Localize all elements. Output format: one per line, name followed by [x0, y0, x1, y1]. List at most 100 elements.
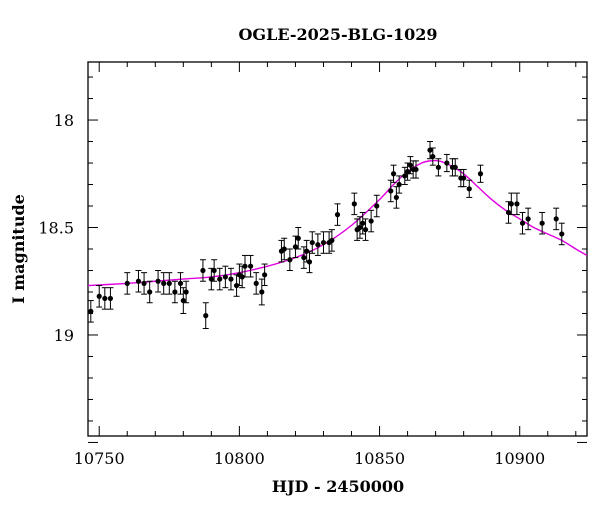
point-marker	[96, 293, 102, 299]
point-marker	[107, 295, 114, 302]
data-point	[146, 280, 153, 304]
data-point	[216, 267, 223, 291]
point-marker	[427, 147, 433, 153]
data-point	[356, 216, 363, 239]
point-marker	[242, 263, 248, 269]
point-marker	[357, 224, 363, 231]
data-point	[208, 267, 215, 291]
point-marker	[390, 171, 397, 177]
data-point	[295, 227, 302, 250]
data-point	[429, 147, 436, 166]
x-tick-label: 10900	[494, 449, 545, 468]
data-point	[183, 280, 190, 304]
data-point	[247, 254, 254, 278]
data-point	[211, 259, 218, 282]
x-tick-label: 10800	[214, 449, 265, 468]
data-point	[401, 166, 408, 186]
point-marker	[315, 242, 321, 248]
point-marker	[466, 186, 472, 192]
x-tick-label: 10850	[354, 449, 405, 468]
data-point	[171, 280, 178, 304]
point-marker	[435, 164, 442, 170]
x-axis-label: HJD - 2450000	[272, 477, 404, 496]
point-marker	[539, 220, 545, 226]
y-axis-label: I magnitude	[9, 194, 28, 304]
point-marker	[281, 246, 287, 252]
point-marker	[452, 164, 458, 170]
data-point	[373, 194, 380, 218]
point-marker	[183, 289, 189, 295]
chart-title: OGLE-2025-BLG-1029	[238, 25, 437, 44]
data-point	[505, 201, 512, 224]
data-point	[286, 248, 293, 271]
point-marker	[253, 280, 259, 286]
data-point	[300, 246, 307, 269]
point-marker	[141, 280, 147, 286]
data-point	[101, 287, 108, 310]
point-marker	[262, 272, 268, 278]
data-point	[306, 250, 313, 274]
point-marker	[161, 280, 167, 286]
point-marker	[287, 257, 293, 263]
data-points-layer	[87, 141, 565, 330]
point-marker	[155, 278, 161, 284]
point-marker	[124, 280, 130, 286]
data-point	[124, 272, 131, 295]
y-tick-label: 18	[54, 111, 74, 130]
data-point	[460, 168, 467, 188]
data-point	[309, 231, 316, 254]
point-marker	[461, 175, 467, 181]
point-marker	[396, 181, 402, 188]
point-marker	[444, 160, 450, 166]
point-marker	[559, 231, 565, 237]
point-marker	[374, 203, 380, 209]
point-marker	[430, 153, 436, 160]
point-marker	[388, 188, 394, 194]
data-point	[87, 300, 94, 323]
point-marker	[404, 169, 411, 175]
data-point	[199, 259, 206, 282]
x-tick-labels: 10750 10800 10850 10900	[74, 449, 545, 468]
data-point	[135, 269, 142, 293]
data-point	[519, 211, 526, 235]
point-marker	[259, 289, 265, 295]
data-point	[166, 272, 173, 295]
point-marker	[292, 244, 299, 250]
data-point	[96, 285, 103, 308]
data-point	[320, 231, 327, 254]
y-tick-label: 19	[54, 326, 74, 345]
data-point	[553, 207, 560, 231]
point-marker	[514, 201, 520, 207]
data-point	[466, 179, 473, 198]
data-point	[351, 192, 358, 216]
plot-frame	[87, 61, 588, 437]
data-point	[107, 287, 114, 310]
data-point	[261, 263, 268, 287]
data-point	[477, 164, 484, 183]
data-point	[241, 254, 248, 278]
point-marker	[413, 166, 419, 173]
data-point	[387, 179, 394, 203]
point-marker	[351, 201, 357, 207]
data-point	[393, 186, 400, 209]
point-marker	[508, 201, 514, 207]
point-marker	[88, 308, 94, 314]
data-point	[155, 269, 162, 293]
data-point	[508, 192, 515, 216]
point-marker	[180, 297, 186, 304]
data-point	[396, 175, 403, 194]
data-point	[412, 160, 419, 179]
data-point	[177, 272, 184, 295]
point-marker	[505, 209, 512, 216]
point-marker	[228, 276, 234, 282]
data-point	[222, 265, 229, 289]
point-marker	[306, 259, 313, 265]
data-point	[281, 237, 288, 261]
point-marker	[147, 289, 153, 295]
point-marker	[553, 216, 559, 222]
point-marker	[217, 276, 223, 282]
point-marker	[525, 216, 531, 222]
point-marker	[295, 235, 301, 241]
data-point	[359, 211, 366, 235]
